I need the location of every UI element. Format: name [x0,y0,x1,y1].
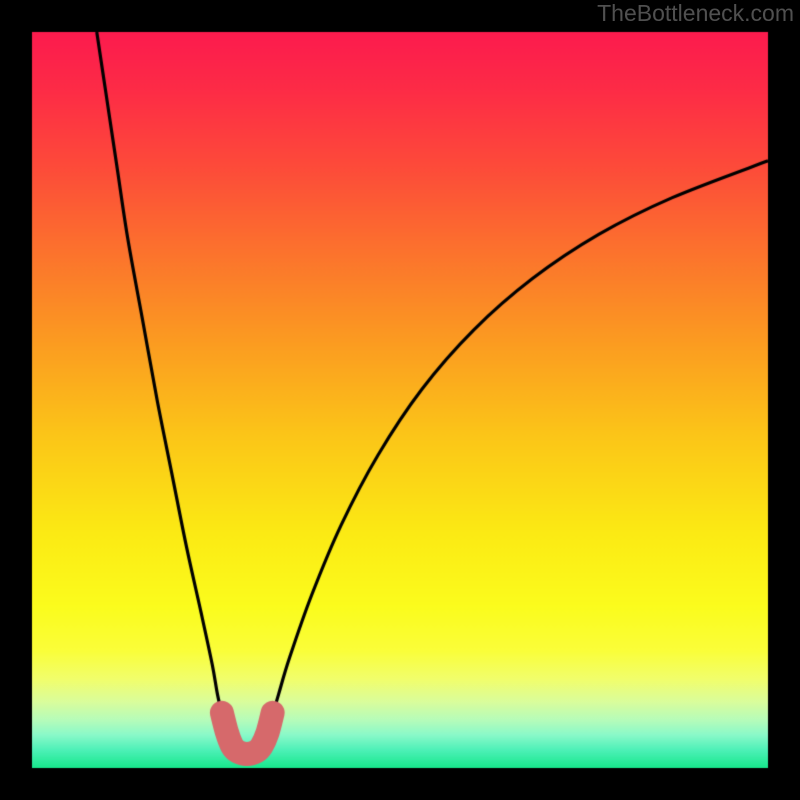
chart-container: TheBottleneck.com [0,0,800,800]
bottleneck-curve-chart [0,0,800,800]
watermark-text: TheBottleneck.com [597,0,794,27]
